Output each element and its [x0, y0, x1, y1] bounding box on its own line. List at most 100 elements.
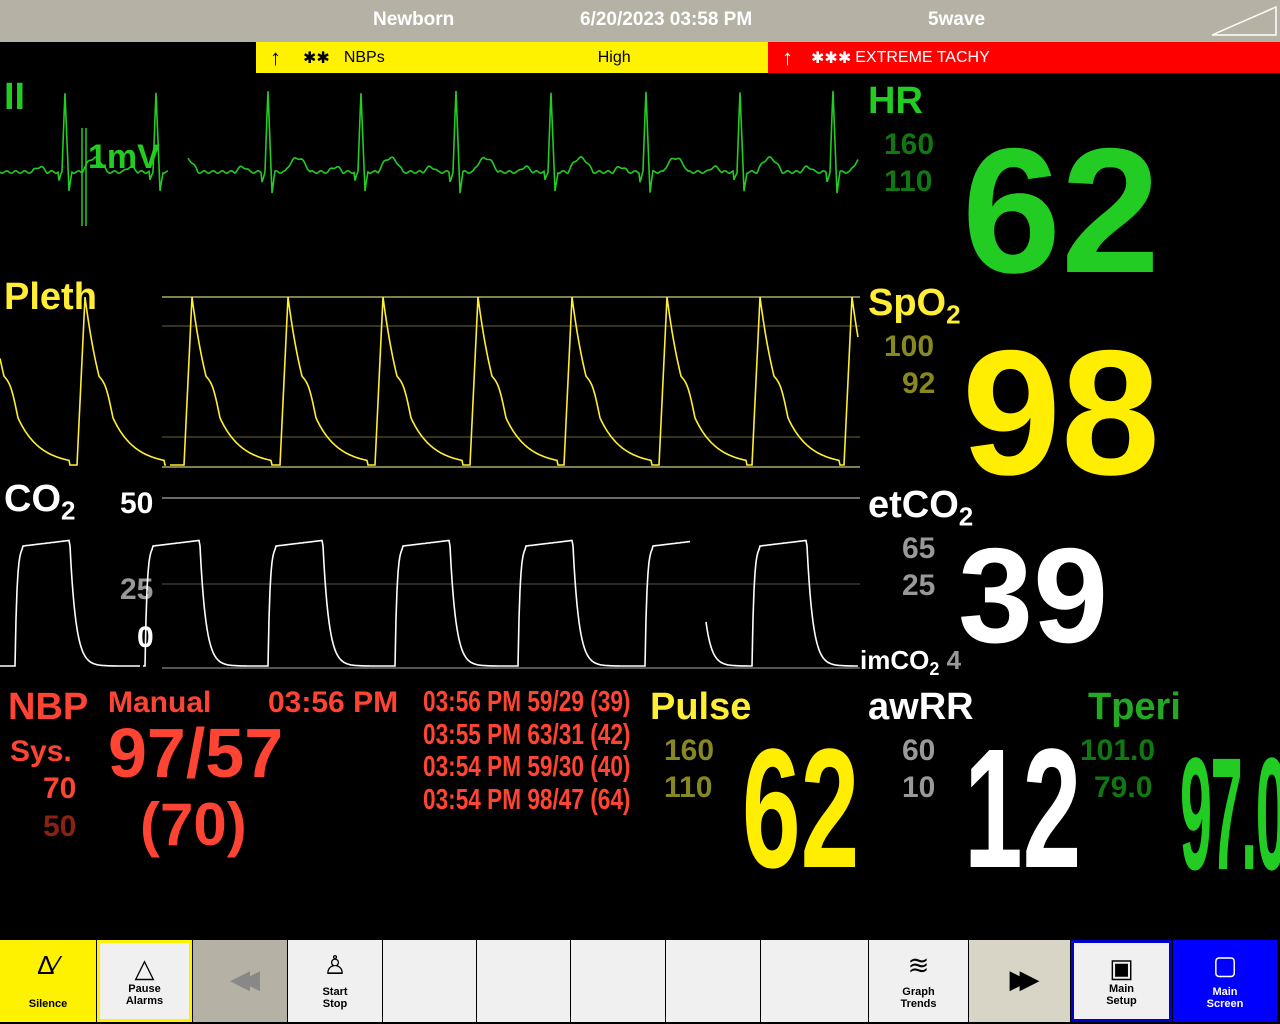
nbp-history-item: 03:55 PM 63/31 (42) — [423, 718, 631, 751]
button-label: Main — [1108, 983, 1135, 995]
etco2-high-limit: 65 — [902, 532, 936, 565]
nbp-low-limit: 50 — [43, 810, 77, 843]
prev-page-button[interactable]: ◀◀ — [193, 940, 287, 1022]
co2-waveform — [0, 497, 860, 669]
alarm-label: NBPs — [343, 48, 385, 66]
datetime: 6/20/2023 03:58 PM — [580, 9, 753, 30]
tperi-value[interactable]: 97.0 — [1180, 724, 1280, 903]
main-setup-button[interactable]: ▣ Main Setup — [1071, 940, 1172, 1022]
etco2-label: etCO2 — [868, 484, 974, 532]
silence-button[interactable]: Δ⁄ Silence — [0, 940, 96, 1022]
spo2-low-limit: 92 — [902, 367, 936, 400]
co2-trace — [0, 539, 140, 667]
awrr-label: awRR — [868, 686, 974, 728]
nbp-high-limit: 70 — [43, 772, 77, 805]
empty-5-button[interactable] — [761, 940, 868, 1022]
spo2-high-limit: 100 — [884, 330, 935, 363]
screen-layout: 5wave — [928, 9, 986, 30]
hr-value[interactable]: 62 — [962, 111, 1160, 310]
arrow-up-icon: ↑ — [782, 44, 793, 70]
button-label: Main — [1212, 986, 1238, 998]
tperi-low-limit: 79.0 — [1094, 771, 1153, 804]
nbp-value[interactable]: 97/57 — [108, 714, 284, 792]
button-label: Pause — [128, 983, 161, 995]
alarm-extreme-tachy[interactable]: ↑ ✱✱✱ EXTREME TACHY — [768, 42, 1280, 73]
screen-icon: ▢ — [1212, 950, 1238, 980]
awrr-low-limit: 10 — [902, 771, 936, 804]
alarm-nbps-high[interactable]: ↑ ✱✱ NBPs High — [256, 42, 768, 73]
priority-marker: ✱✱ — [303, 49, 330, 67]
nbp-mode[interactable]: Manual — [108, 686, 212, 719]
hr-label: HR — [868, 80, 923, 122]
nbp-history-item: 03:54 PM 59/30 (40) — [423, 751, 631, 783]
button-label: Silence — [28, 998, 68, 1010]
alarm-detail: High — [597, 48, 631, 66]
main-screen-button[interactable]: ▢ Main Screen — [1173, 940, 1277, 1022]
etco2-low-limit: 25 — [902, 569, 936, 602]
patient-type: Newborn — [373, 9, 455, 30]
imco2-label: imCO2 4 — [860, 645, 962, 680]
spo2-label: SpO2 — [868, 282, 961, 330]
ecg-lead-label: II — [4, 76, 26, 118]
pleth-label: Pleth — [4, 276, 97, 318]
ecg-waveform — [0, 90, 859, 226]
co2-trace — [143, 539, 691, 667]
fast-forward-icon: ▶▶ — [1009, 964, 1040, 994]
button-label: Alarms — [125, 995, 164, 1007]
pulse-value[interactable]: 62 — [742, 714, 860, 904]
empty-3-button[interactable] — [571, 940, 665, 1022]
nbp-sys-label: Sys. — [10, 735, 72, 768]
pause-alarms-button[interactable]: △ Pause Alarms — [97, 940, 192, 1022]
priority-marker: ✱✱✱ — [811, 49, 852, 67]
setup-icon: ▣ — [1109, 953, 1134, 983]
co2-label: CO2 — [4, 478, 76, 526]
pleth-trace — [0, 296, 166, 466]
imco2-value: 4 — [946, 645, 962, 675]
rewind-icon: ◀◀ — [230, 964, 260, 994]
awrr-value[interactable]: 12 — [964, 714, 1082, 904]
arrow-up-icon: ↑ — [270, 44, 281, 70]
nbp-time: 03:56 PM — [268, 686, 399, 719]
ecg-trace — [0, 92, 169, 192]
tperi-high-limit: 101.0 — [1080, 734, 1156, 767]
alarm-pause-icon: △ — [134, 953, 155, 983]
softkey-bar: Δ⁄ Silence △ Pause Alarms ◀◀ ♙ Start Stop ≋ Graph T… — [0, 938, 1280, 1024]
tperi-label: Tperi — [1088, 686, 1181, 728]
trend-graph-icon: ≋ — [907, 950, 930, 980]
co2-trace — [705, 539, 858, 667]
ecg-trace — [187, 90, 859, 194]
button-label: Trends — [900, 998, 937, 1010]
graph-trends-button[interactable]: ≋ Graph Trends — [869, 940, 968, 1022]
button-label: Stop — [322, 998, 348, 1010]
nbp-label: NBP — [8, 686, 89, 728]
nbp-mean: (70) — [140, 791, 247, 858]
alarm-label: EXTREME TACHY — [855, 48, 990, 66]
start-stop-button[interactable]: ♙ Start Stop — [288, 940, 382, 1022]
button-label: Graph — [902, 986, 935, 998]
button-label: Setup — [1106, 995, 1137, 1007]
pleth-trace — [170, 296, 859, 466]
signal-strength-icon — [1211, 5, 1277, 36]
next-page-button[interactable]: ▶▶ — [969, 940, 1070, 1022]
co2-scale-50: 50 — [120, 487, 154, 520]
button-label: Screen — [1206, 998, 1244, 1010]
pleth-waveform — [0, 296, 860, 468]
spo2-value[interactable]: 98 — [962, 313, 1160, 512]
nbp-person-icon: ♙ — [323, 950, 347, 980]
pulse-low-limit: 110 — [664, 771, 713, 804]
pulse-high-limit: 160 — [664, 734, 715, 767]
empty-1-button[interactable] — [383, 940, 476, 1022]
nbp-history-item: 03:56 PM 59/29 (39) — [423, 686, 631, 718]
pulse-label: Pulse — [650, 686, 752, 728]
nbp-history: 03:56 PM 59/29 (39) 03:55 PM 63/31 (42) … — [423, 686, 630, 816]
empty-2-button[interactable] — [477, 940, 570, 1022]
header-bar: Newborn 6/20/2023 03:58 PM 5wave — [0, 0, 1280, 42]
empty-4-button[interactable] — [666, 940, 760, 1022]
bell-off-icon: Δ⁄ — [37, 950, 59, 980]
nbp-history-item: 03:54 PM 98/47 (64) — [423, 783, 631, 816]
hr-high-limit: 160 — [884, 128, 935, 161]
awrr-high-limit: 60 — [902, 734, 936, 767]
button-label: Start — [322, 986, 348, 998]
hr-low-limit: 110 — [884, 165, 933, 198]
etco2-value[interactable]: 39 — [958, 520, 1109, 671]
